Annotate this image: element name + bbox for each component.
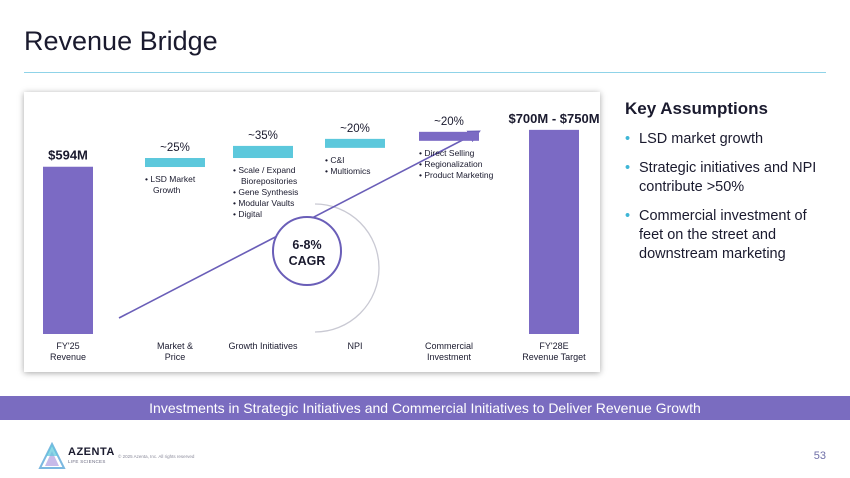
bar-value-label: $594M (48, 148, 88, 163)
bar-value-label: ~25% (160, 142, 190, 154)
revenue-bridge-chart: $594M FY'25 Revenue ~25% • LSD Market Growth M… (24, 92, 600, 372)
category-tick-label: Growth Initiatives (228, 341, 298, 351)
bar-value-label: ~35% (248, 130, 278, 142)
bar-bullet-text: • Direct Selling (419, 148, 475, 158)
cagr-arc (314, 203, 380, 333)
bar-value-label: $700M - $750M (508, 111, 599, 126)
chart-svg: $594M FY'25 Revenue ~25% • LSD Market Growth M… (43, 111, 600, 362)
category-tick-label: FY'25 Revenue (50, 341, 86, 362)
key-assumption-item: Strategic initiatives and NPI contribute… (625, 159, 830, 197)
logo-wordmark: AZENTA (68, 446, 115, 458)
bar-bullet-text: • Regionalization (419, 159, 483, 169)
category-tick-label: Commercial Investment (425, 341, 473, 362)
chart-bar (43, 166, 93, 334)
title-divider (24, 72, 826, 73)
bottom-banner: Investments in Strategic Initiatives and… (0, 396, 850, 420)
chart-bar (325, 138, 385, 148)
key-assumption-item: Commercial investment of feet on the str… (625, 207, 830, 264)
category-tick-label: NPI (347, 341, 362, 351)
azenta-logo-icon (38, 442, 66, 469)
chart-bar (529, 129, 579, 334)
copyright-text: © 2025 Azenta, Inc. All rights reserved (118, 454, 195, 459)
chart-bar (419, 131, 479, 141)
chart-bar (145, 158, 205, 168)
bar-bullet-text: • LSD Market Growth (145, 174, 196, 195)
bar-bullet-text: • C&I (325, 155, 345, 165)
bar-value-label: ~20% (434, 116, 464, 128)
bar-bullet-text: • Multiomics (325, 166, 370, 176)
azenta-logo: AZENTA LIFE SCIENCES (38, 442, 128, 470)
cagr-circle (272, 216, 342, 286)
bar-bullet-text: • Digital (233, 209, 262, 219)
page-number: 53 (813, 450, 826, 462)
bar-bullet-text: • Scale / Expand Biorepositories (233, 165, 297, 186)
key-assumptions-title: Key Assumptions (625, 99, 768, 118)
category-tick-label: FY'28E Revenue Target (522, 341, 586, 362)
category-tick-label: Market & Price (157, 341, 193, 362)
bar-bullet-text: • Product Marketing (419, 170, 494, 180)
bar-bullet-text: • Gene Synthesis (233, 187, 298, 197)
logo-tagline: LIFE SCIENCES (68, 459, 106, 464)
slide-title: Revenue Bridge (24, 26, 218, 56)
chart-bar (233, 145, 293, 159)
bar-bullet-text: • Modular Vaults (233, 198, 294, 208)
key-assumption-item: LSD market growth (625, 130, 830, 149)
cagr-annotation: 6-8% CAGR (289, 238, 326, 268)
key-assumptions-list: LSD market growth Strategic initiatives … (625, 130, 830, 274)
bar-value-label: ~20% (340, 123, 370, 135)
